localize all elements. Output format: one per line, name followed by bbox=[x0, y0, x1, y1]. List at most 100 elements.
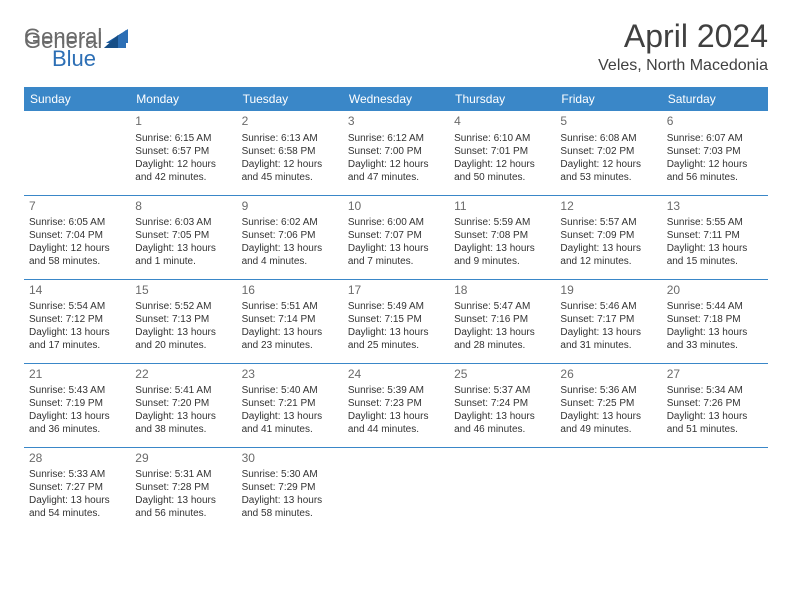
calendar-day-cell: 21Sunrise: 5:43 AMSunset: 7:19 PMDayligh… bbox=[24, 363, 130, 447]
calendar-day-cell bbox=[449, 447, 555, 531]
sunrise-text: Sunrise: 5:36 AM bbox=[560, 384, 656, 397]
title-block: April 2024 Veles, North Macedonia bbox=[598, 18, 768, 75]
daylight-text: and 25 minutes. bbox=[348, 339, 444, 352]
calendar-week-row: 14Sunrise: 5:54 AMSunset: 7:12 PMDayligh… bbox=[24, 279, 768, 363]
day-number: 6 bbox=[667, 114, 763, 130]
header: General April 2024 Veles, North Macedoni… bbox=[24, 18, 768, 75]
daylight-text: Daylight: 13 hours bbox=[560, 242, 656, 255]
daylight-text: Daylight: 13 hours bbox=[667, 410, 763, 423]
day-number: 15 bbox=[135, 283, 231, 299]
sunrise-text: Sunrise: 5:33 AM bbox=[29, 468, 125, 481]
daylight-text: and 45 minutes. bbox=[242, 171, 338, 184]
sunrise-text: Sunrise: 5:30 AM bbox=[242, 468, 338, 481]
day-number: 4 bbox=[454, 114, 550, 130]
day-number: 20 bbox=[667, 283, 763, 299]
sunrise-text: Sunrise: 5:40 AM bbox=[242, 384, 338, 397]
sunrise-text: Sunrise: 5:57 AM bbox=[560, 216, 656, 229]
day-number: 12 bbox=[560, 199, 656, 215]
day-number: 28 bbox=[29, 451, 125, 467]
daylight-text: Daylight: 12 hours bbox=[242, 158, 338, 171]
sunrise-text: Sunrise: 6:10 AM bbox=[454, 132, 550, 145]
daylight-text: Daylight: 13 hours bbox=[135, 242, 231, 255]
location-label: Veles, North Macedonia bbox=[598, 57, 768, 75]
daylight-text: and 17 minutes. bbox=[29, 339, 125, 352]
sunset-text: Sunset: 7:24 PM bbox=[454, 397, 550, 410]
daylight-text: and 42 minutes. bbox=[135, 171, 231, 184]
sunrise-text: Sunrise: 6:05 AM bbox=[29, 216, 125, 229]
sunset-text: Sunset: 7:26 PM bbox=[667, 397, 763, 410]
daylight-text: and 46 minutes. bbox=[454, 423, 550, 436]
sunrise-text: Sunrise: 6:07 AM bbox=[667, 132, 763, 145]
sunset-text: Sunset: 7:13 PM bbox=[135, 313, 231, 326]
daylight-text: Daylight: 13 hours bbox=[242, 410, 338, 423]
daylight-text: Daylight: 13 hours bbox=[667, 242, 763, 255]
sunset-text: Sunset: 7:00 PM bbox=[348, 145, 444, 158]
daylight-text: and 53 minutes. bbox=[560, 171, 656, 184]
sunrise-text: Sunrise: 6:00 AM bbox=[348, 216, 444, 229]
sunset-text: Sunset: 7:12 PM bbox=[29, 313, 125, 326]
sunset-text: Sunset: 7:16 PM bbox=[454, 313, 550, 326]
calendar-day-cell: 3Sunrise: 6:12 AMSunset: 7:00 PMDaylight… bbox=[343, 111, 449, 195]
sunset-text: Sunset: 7:01 PM bbox=[454, 145, 550, 158]
calendar-day-cell: 7Sunrise: 6:05 AMSunset: 7:04 PMDaylight… bbox=[24, 195, 130, 279]
calendar-day-cell: 5Sunrise: 6:08 AMSunset: 7:02 PMDaylight… bbox=[555, 111, 661, 195]
calendar-day-cell: 30Sunrise: 5:30 AMSunset: 7:29 PMDayligh… bbox=[237, 447, 343, 531]
sunrise-text: Sunrise: 5:41 AM bbox=[135, 384, 231, 397]
calendar-day-cell: 28Sunrise: 5:33 AMSunset: 7:27 PMDayligh… bbox=[24, 447, 130, 531]
day-number: 26 bbox=[560, 367, 656, 383]
daylight-text: Daylight: 13 hours bbox=[454, 410, 550, 423]
day-number: 13 bbox=[667, 199, 763, 215]
daylight-text: Daylight: 13 hours bbox=[29, 494, 125, 507]
weekday-header: Monday bbox=[130, 87, 236, 111]
sunset-text: Sunset: 7:27 PM bbox=[29, 481, 125, 494]
daylight-text: and 20 minutes. bbox=[135, 339, 231, 352]
calendar-day-cell: 23Sunrise: 5:40 AMSunset: 7:21 PMDayligh… bbox=[237, 363, 343, 447]
daylight-text: Daylight: 13 hours bbox=[348, 326, 444, 339]
daylight-text: and 33 minutes. bbox=[667, 339, 763, 352]
daylight-text: Daylight: 13 hours bbox=[242, 242, 338, 255]
sunset-text: Sunset: 7:02 PM bbox=[560, 145, 656, 158]
day-number: 21 bbox=[29, 367, 125, 383]
day-number: 17 bbox=[348, 283, 444, 299]
sunset-text: Sunset: 7:09 PM bbox=[560, 229, 656, 242]
day-number: 23 bbox=[242, 367, 338, 383]
day-number: 5 bbox=[560, 114, 656, 130]
calendar-day-cell bbox=[555, 447, 661, 531]
weekday-header: Thursday bbox=[449, 87, 555, 111]
calendar-week-row: 7Sunrise: 6:05 AMSunset: 7:04 PMDaylight… bbox=[24, 195, 768, 279]
day-number: 19 bbox=[560, 283, 656, 299]
daylight-text: Daylight: 13 hours bbox=[29, 326, 125, 339]
sunrise-text: Sunrise: 5:47 AM bbox=[454, 300, 550, 313]
weekday-header-row: Sunday Monday Tuesday Wednesday Thursday… bbox=[24, 87, 768, 111]
calendar-day-cell: 24Sunrise: 5:39 AMSunset: 7:23 PMDayligh… bbox=[343, 363, 449, 447]
daylight-text: and 4 minutes. bbox=[242, 255, 338, 268]
daylight-text: and 56 minutes. bbox=[667, 171, 763, 184]
daylight-text: Daylight: 13 hours bbox=[135, 494, 231, 507]
day-number: 9 bbox=[242, 199, 338, 215]
sunrise-text: Sunrise: 5:59 AM bbox=[454, 216, 550, 229]
calendar-week-row: 21Sunrise: 5:43 AMSunset: 7:19 PMDayligh… bbox=[24, 363, 768, 447]
day-number: 2 bbox=[242, 114, 338, 130]
brand-logo-row2: General Blue bbox=[24, 30, 126, 70]
daylight-text: and 7 minutes. bbox=[348, 255, 444, 268]
day-number: 14 bbox=[29, 283, 125, 299]
sunrise-text: Sunrise: 5:46 AM bbox=[560, 300, 656, 313]
sunset-text: Sunset: 6:58 PM bbox=[242, 145, 338, 158]
day-number: 29 bbox=[135, 451, 231, 467]
day-number: 18 bbox=[454, 283, 550, 299]
calendar-week-row: 1Sunrise: 6:15 AMSunset: 6:57 PMDaylight… bbox=[24, 111, 768, 195]
sunrise-text: Sunrise: 5:37 AM bbox=[454, 384, 550, 397]
calendar-day-cell: 9Sunrise: 6:02 AMSunset: 7:06 PMDaylight… bbox=[237, 195, 343, 279]
daylight-text: Daylight: 13 hours bbox=[135, 410, 231, 423]
calendar-day-cell: 12Sunrise: 5:57 AMSunset: 7:09 PMDayligh… bbox=[555, 195, 661, 279]
calendar-table: Sunday Monday Tuesday Wednesday Thursday… bbox=[24, 87, 768, 531]
sunrise-text: Sunrise: 6:15 AM bbox=[135, 132, 231, 145]
weekday-header: Friday bbox=[555, 87, 661, 111]
calendar-day-cell: 2Sunrise: 6:13 AMSunset: 6:58 PMDaylight… bbox=[237, 111, 343, 195]
daylight-text: and 47 minutes. bbox=[348, 171, 444, 184]
sunrise-text: Sunrise: 6:12 AM bbox=[348, 132, 444, 145]
sunset-text: Sunset: 7:29 PM bbox=[242, 481, 338, 494]
sunset-text: Sunset: 7:14 PM bbox=[242, 313, 338, 326]
day-number: 10 bbox=[348, 199, 444, 215]
daylight-text: and 15 minutes. bbox=[667, 255, 763, 268]
